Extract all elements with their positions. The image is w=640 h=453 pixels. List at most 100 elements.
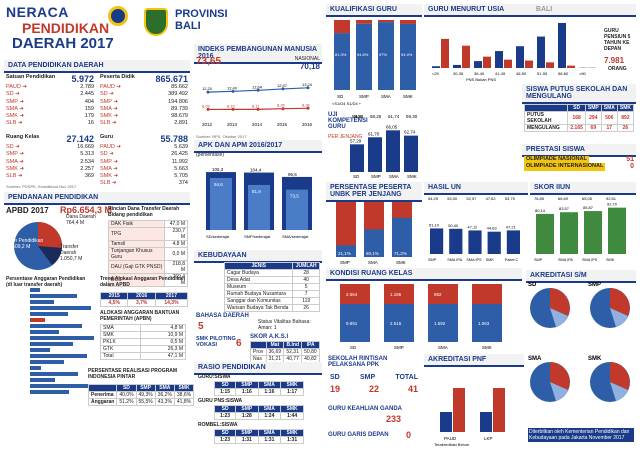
smk-pilot-value: 6: [236, 338, 242, 349]
stat-row: SLB ➜ 2.891: [100, 120, 188, 127]
kondisi-bar-rusak: [384, 284, 414, 304]
kual-bar-high: [400, 23, 416, 91]
result-cat: SMA IPA: [447, 258, 462, 262]
rint-val: 41: [407, 384, 418, 394]
rombel-label: ROMBEL:SISWA: [198, 422, 238, 428]
kondisi-rusak: 1.185: [390, 292, 402, 297]
ipm-label: 12,97: [277, 83, 288, 88]
keahlian-title: GURU KEAHLIAN GANDA: [328, 406, 402, 412]
stat-row: SMA ➜ 2.534: [6, 158, 94, 165]
kondisi-bar-baik: [428, 304, 458, 342]
bahasa-vitalitas: Status Vitalitas Bahasa: Aman: 1: [258, 319, 311, 331]
section-title: PERSENTASE PESERTA UNBK PER JENJANG: [326, 182, 422, 202]
guru-usia-section: GURU MENURUT USIA BALI <29 30-35 36-40 41-4…: [424, 4, 636, 84]
ipm-point: [306, 86, 310, 90]
ipm-year: 2012: [202, 122, 213, 127]
result-bar: [506, 230, 520, 254]
usia-cat: 46-50: [516, 71, 527, 76]
stat-row: SMK ➜ 5.705: [100, 173, 188, 180]
result-cat: SMK: [606, 258, 615, 262]
source-note: Sumber: BPS, Oktober 2017: [196, 134, 247, 139]
rasio-section: RASIO PENDIDIKAN GURU:SISWA SD SMP SMA SMK 1…: [194, 362, 322, 450]
akr-slice: [610, 288, 630, 316]
akr-slice: [550, 382, 568, 401]
top-label: 53,75: [505, 196, 516, 201]
iiun-chart: 76,85 80,14 SMP 66,69 83,57 SMA IPA 65,05 85,87…: [534, 196, 626, 262]
apk-cat: SMA/sederajat: [282, 234, 309, 239]
stat-row: SMK ➜ 2.257: [6, 165, 94, 172]
ipm-point: [231, 107, 235, 111]
usia-cat: 30-35: [453, 71, 464, 76]
unbk-val: 21,1%: [338, 251, 351, 256]
kondisi-cat: SMP: [394, 345, 404, 350]
keb-row: Museum 5: [223, 283, 320, 291]
uji-cat: SMA: [389, 174, 399, 179]
rint-col: SMP: [359, 374, 376, 381]
hasil-un-section: HASIL UN 54,25 51,10 SMP 53,00 50,40 SMA IPA 5…: [424, 182, 528, 268]
gs-table: SD SMP SMA SMK 1:15 1:16 1:16 1:17: [213, 381, 304, 396]
kual-cat: SD: [337, 94, 344, 99]
akreditasi-section: AKREDITASI S/M SD SMP SMA SMK Diterbitkan o…: [526, 270, 636, 450]
uji-cat: SD: [353, 174, 360, 179]
kab-bar: [30, 288, 40, 292]
result-bar: [536, 213, 554, 254]
top-label: 54,25: [428, 196, 439, 201]
pnf-bar: [493, 388, 505, 432]
section-title: AKREDITASI PNF: [424, 354, 524, 367]
result-bar: [430, 228, 444, 254]
result-val: 83,57: [559, 206, 570, 211]
stat-row: SMA ➜ 5.663: [100, 165, 188, 172]
akr-slice: [610, 308, 628, 327]
keb-row: Sanggar dan Komunitas 119: [223, 297, 320, 305]
pnf-section: AKREDITASI PNF PAUD LKP Terakreditasi Belu…: [424, 354, 524, 450]
stat-row: SLB ➜ 374: [100, 180, 188, 187]
result-bar: [584, 211, 602, 254]
apm-bar: [286, 189, 308, 230]
ipm-point: [206, 107, 210, 111]
pie-label-a: Non Pendidikan 4.509,2 M: [8, 238, 44, 250]
data-pendidikan-section: DATA PENDIDIKAN DAERAH Satuan Pendidikan…: [4, 60, 190, 190]
pensiun-value: 7.981: [604, 56, 625, 65]
rincian-title: Rincian Dana Transfer Daerah Bidang pend…: [108, 206, 180, 218]
stat-row: SMP ➜ 404: [6, 98, 94, 105]
pnf-chart: PAUD LKP Terakreditasi Belum: [434, 388, 505, 447]
result-cat: SMA IPS: [466, 258, 482, 262]
kab-bar: [30, 336, 94, 340]
stat-row: SD ➜ 2.445: [6, 91, 94, 98]
rincian-table: DAK Fisik 47,0 M TPG 230,7 M Tamsil 4,8 M Tunj…: [107, 220, 188, 287]
stat-row: SD ➜ 26.425: [100, 151, 188, 158]
uji-cat: SMK: [407, 174, 417, 179]
section-title: INDEKS PEMBANGUNAN MANUSIA 2016: [194, 44, 322, 64]
apm-bar: [210, 177, 232, 230]
ipm-year: 2014: [252, 122, 263, 127]
kebudayaan-section: KEBUDAYAAN JENIS JUMLAH Cagar Budaya 28 Des…: [194, 250, 322, 312]
usia-bar-nonpns: [567, 65, 575, 68]
section-title: AKREDITASI S/M: [526, 270, 636, 283]
usia-bar-pns: [516, 46, 524, 68]
apbd-label: APBD 2017: [6, 206, 49, 215]
result-val: 80,14: [535, 208, 546, 213]
rintisan-vals: 19 22 41: [330, 384, 418, 394]
usia-bar-nonpns: [525, 60, 533, 68]
persentase-bars: [30, 288, 94, 394]
pie-slice-transfer: [38, 221, 63, 248]
result-cat: SMK: [486, 258, 495, 262]
unbk-section: PERSENTASE PESERTA UNBK PER JENJANG 21,1…: [326, 182, 422, 268]
keb-row: Desa Adat 40: [223, 276, 320, 284]
result-val: 47,21: [506, 224, 517, 229]
kondisi-baik: 1.592: [434, 321, 446, 326]
usia-bar-pns: [558, 22, 566, 68]
kual-label: 94.4%: [401, 52, 413, 57]
rint-val: 22: [368, 384, 379, 394]
apk-label: 104,4: [250, 168, 262, 173]
usia-bar-pns: [432, 66, 440, 68]
pnf-bar: [480, 412, 492, 432]
ipm-point: [281, 87, 285, 91]
rincian-row: DAK Fisik 47,0 M: [107, 220, 188, 228]
ipm-label: 8,36: [302, 102, 311, 107]
unbk-cat: SMA: [368, 260, 378, 265]
pnf-bar: [440, 412, 452, 432]
kual-bar-high: [356, 23, 372, 91]
section-title: SKOR IIUN: [530, 182, 636, 195]
top-label: 65,05: [582, 196, 593, 201]
